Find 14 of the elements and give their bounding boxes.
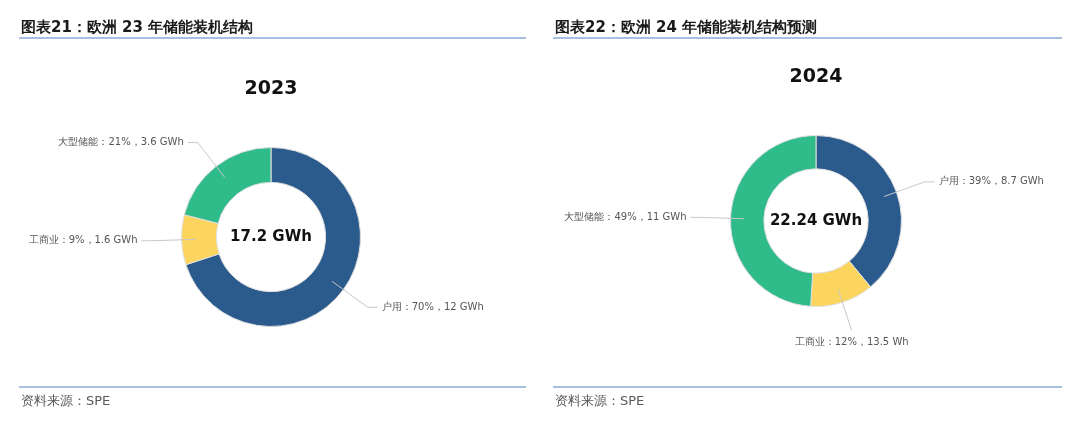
slice-label: 大型储能：49%，11 GWh	[564, 210, 687, 222]
chart-title: 图表21：欧洲 23 年储能装机结构	[19, 17, 526, 39]
slice-label: 大型储能：21%，3.6 GWh	[58, 136, 184, 148]
text: 17.2 GWh	[230, 226, 312, 245]
chart-subtitle: 2023	[244, 75, 298, 98]
slice-label: 户用：70%，12 GWh	[381, 300, 484, 312]
text: 22.24 GWh	[769, 210, 863, 229]
text: 资料来源：SPE	[19, 386, 526, 410]
slice-label: 工商业：9%，1.6 GWh	[28, 234, 138, 246]
slice-label: 工商业：12%，13.5 Wh	[794, 336, 909, 348]
slice-label: 户用：39%，8.7 GWh	[938, 175, 1044, 187]
text: 资料来源：SPE	[553, 386, 1062, 410]
chart-title: 图表22：欧洲 24 年储能装机结构预测	[553, 17, 1062, 39]
chart-subtitle: 2024	[789, 63, 843, 86]
